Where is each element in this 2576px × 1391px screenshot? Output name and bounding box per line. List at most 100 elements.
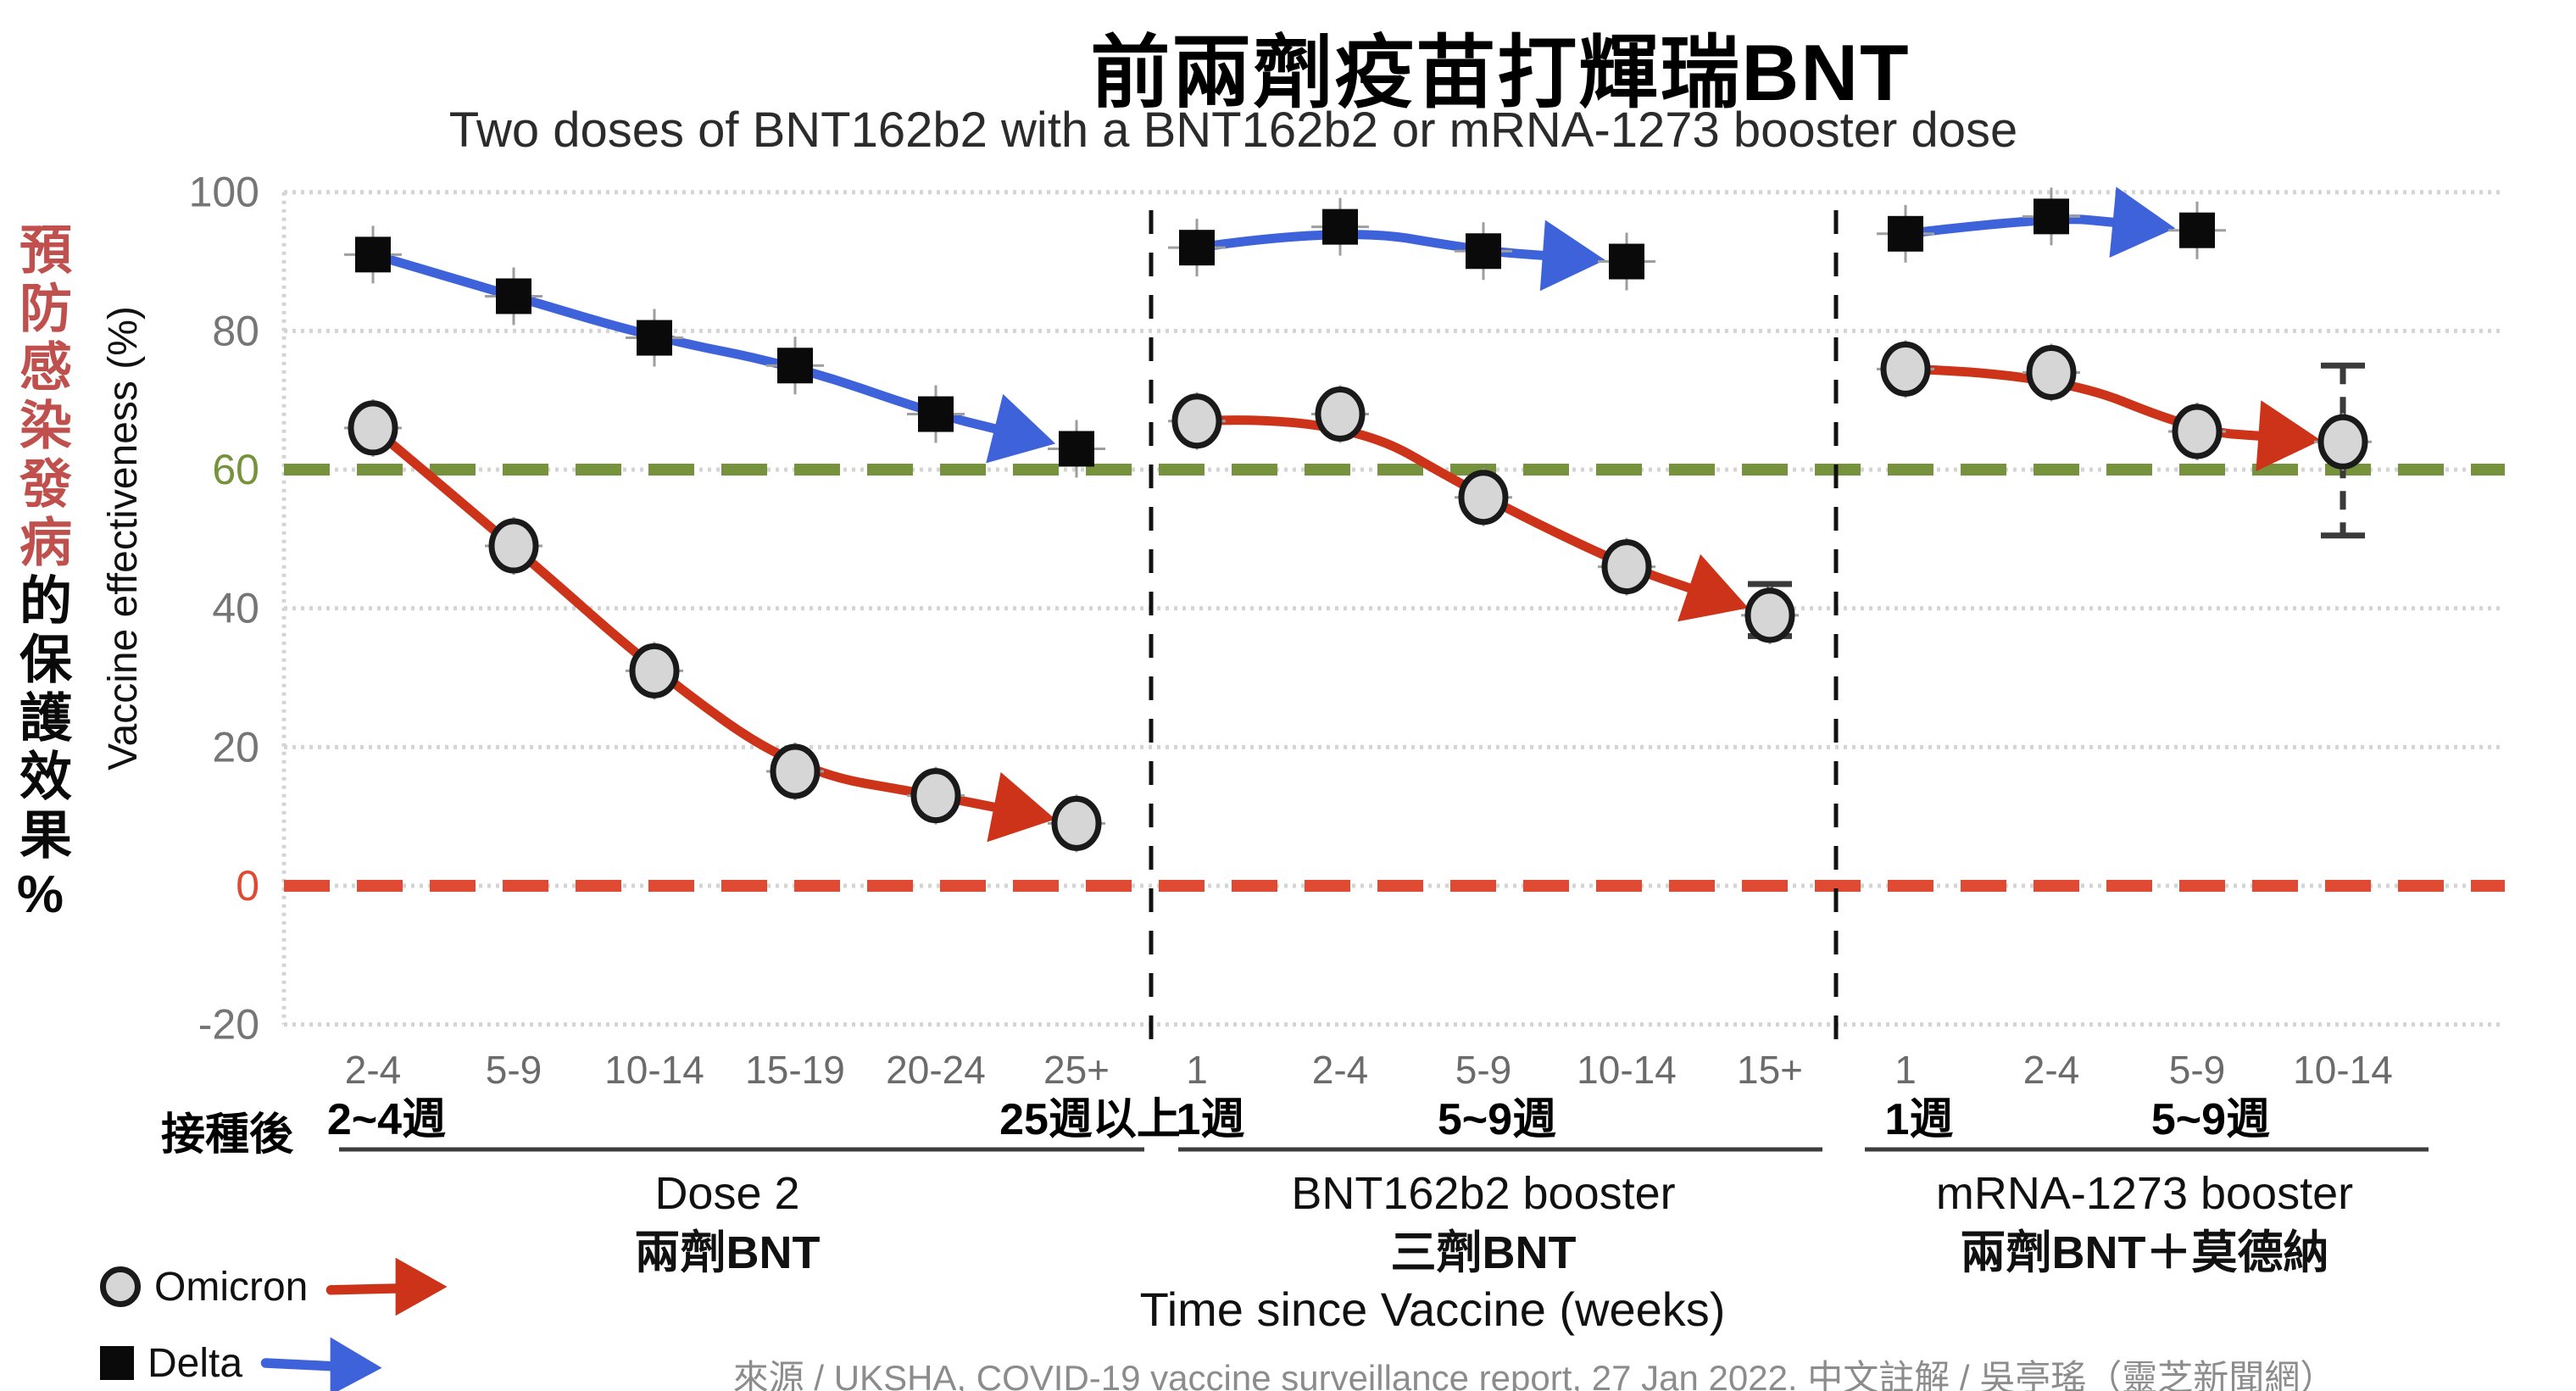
svg-text:0: 0 <box>236 862 259 910</box>
omicron-point <box>1315 387 1366 442</box>
reference-lines <box>284 464 2505 892</box>
svg-text:60: 60 <box>212 446 259 493</box>
omicron-point <box>1880 341 1931 397</box>
error-bar <box>2321 362 2365 539</box>
legend-item-omicron: Omicron <box>100 1253 457 1321</box>
omicron-point <box>1744 587 1795 643</box>
panel-bnt162b2-booster-delta-series <box>1168 198 1655 292</box>
delta-point <box>918 396 954 432</box>
delta-arrow-icon <box>1539 220 1605 292</box>
delta-point <box>1609 243 1644 280</box>
omicron-point <box>1051 795 1102 851</box>
svg-text:10-14: 10-14 <box>1577 1048 1677 1092</box>
chart-legend: Omicron Delta <box>100 1253 457 1391</box>
delta-point <box>2034 198 2069 235</box>
svg-text:100: 100 <box>189 169 259 216</box>
omicron-point <box>488 518 539 574</box>
panel-dose2-omicron-series <box>344 398 1105 853</box>
svg-text:25週以上: 25週以上 <box>999 1095 1181 1144</box>
omicron-point <box>348 400 398 456</box>
panel-bnt162b2-booster-omicron-series <box>1168 385 1799 644</box>
delta-point <box>1466 233 1501 270</box>
x-axis-title: Time since Vaccine (weeks) <box>1139 1283 1726 1336</box>
omicron-arrow-icon <box>1677 554 1749 622</box>
svg-text:mRNA-1273 booster: mRNA-1273 booster <box>1936 1168 2353 1219</box>
svg-text:BNT162b2 booster: BNT162b2 booster <box>1291 1168 1675 1219</box>
panel-dose2: 2-4 5-9 10-14 15-19 20-24 25+ 2~4週 25週以上 Dose 2 兩… <box>327 225 1181 1278</box>
y-axis-chinese-label: 預防感染發病的保護效果% <box>11 222 70 930</box>
omicron-arrow-icon <box>987 771 1056 843</box>
delta-point <box>355 236 391 273</box>
delta-point <box>1888 215 1923 252</box>
omicron-point <box>910 768 961 824</box>
svg-text:1: 1 <box>1186 1048 1208 1092</box>
svg-text:5-9: 5-9 <box>2169 1048 2225 1092</box>
panel-bnt162b2-booster: 1 2-4 5-9 10-14 15+ 1週 5~9週 BNT162b2 booster 三劑B… <box>1168 198 1822 1278</box>
delta-point <box>496 278 531 314</box>
delta-point <box>1059 431 1094 467</box>
panel-dose2-delta-series <box>344 225 1105 478</box>
delta-point <box>777 348 813 384</box>
panel-mrna1273-booster-delta-series <box>1877 186 2226 263</box>
svg-text:5-9: 5-9 <box>486 1048 542 1092</box>
svg-text:1週: 1週 <box>1885 1095 1954 1144</box>
delta-arrow-icon <box>2109 186 2176 259</box>
legend-label-omicron: Omicron <box>154 1264 309 1310</box>
omicron-point <box>2026 344 2077 400</box>
svg-text:20-24: 20-24 <box>886 1048 986 1092</box>
page-title: 前兩劑疫苗打輝瑞BNT <box>1090 28 1911 117</box>
svg-text:2-4: 2-4 <box>345 1048 401 1092</box>
legend-label-delta: Delta <box>147 1340 243 1386</box>
svg-text:三劑BNT: 三劑BNT <box>1391 1227 1577 1278</box>
omicron-point <box>629 643 680 698</box>
omicron-arrow-icon <box>2256 400 2322 472</box>
delta-point <box>2179 212 2215 248</box>
omicron-point <box>1171 393 1222 449</box>
delta-point <box>1179 230 1215 266</box>
delta-marker-icon <box>100 1346 134 1380</box>
svg-text:-20: -20 <box>198 1001 259 1049</box>
delta-point <box>1322 209 1358 245</box>
svg-text:15-19: 15-19 <box>745 1048 845 1092</box>
omicron-point <box>2172 403 2223 459</box>
svg-text:15+: 15+ <box>1737 1048 1803 1092</box>
panel-mrna1273-booster: 1 2-4 5-9 10-14 1週 5~9週 mRNA-1273 booster 兩劑BNT… <box>1865 186 2429 1278</box>
x-axis-lead-label: 接種後 <box>161 1110 294 1160</box>
svg-text:5~9週: 5~9週 <box>2151 1095 2270 1144</box>
legend-item-delta: Delta <box>100 1329 457 1391</box>
gridlines <box>284 190 2505 1027</box>
svg-text:10-14: 10-14 <box>604 1048 704 1092</box>
y-axis-tick-labels: 100 80 60 40 20 0 -20 <box>189 169 259 1049</box>
omicron-arrow-icon <box>326 1257 448 1316</box>
svg-text:2-4: 2-4 <box>1312 1048 1368 1092</box>
svg-text:5~9週: 5~9週 <box>1438 1095 1556 1144</box>
svg-text:1週: 1週 <box>1177 1095 1245 1144</box>
svg-text:5-9: 5-9 <box>1455 1048 1511 1092</box>
y-axis-chinese-label-black: 的保護效果% <box>11 573 70 930</box>
y-axis-chinese-label-red: 預防感染發病 <box>11 222 70 573</box>
omicron-point <box>2317 414 2368 470</box>
svg-text:1: 1 <box>1894 1048 1917 1092</box>
source-credit: 來源 / UKSHA, COVID-19 vaccine surveillanc… <box>732 1358 2336 1391</box>
svg-text:2~4週: 2~4週 <box>327 1095 446 1144</box>
svg-text:20: 20 <box>212 723 259 771</box>
delta-point <box>637 320 672 356</box>
svg-text:10-14: 10-14 <box>2293 1048 2393 1092</box>
omicron-marker-icon <box>100 1266 141 1307</box>
svg-text:兩劑BNT: 兩劑BNT <box>635 1227 821 1278</box>
delta-arrow-icon <box>986 393 1056 464</box>
omicron-point <box>770 743 821 799</box>
svg-text:Dose 2: Dose 2 <box>654 1168 799 1219</box>
svg-text:兩劑BNT＋莫德納: 兩劑BNT＋莫德納 <box>1961 1227 2329 1278</box>
svg-text:80: 80 <box>212 307 259 354</box>
svg-text:40: 40 <box>212 585 259 632</box>
omicron-point <box>1601 539 1652 595</box>
svg-text:2-4: 2-4 <box>2023 1048 2079 1092</box>
panel-mrna1273-booster-omicron-series <box>1877 340 2372 539</box>
svg-text:25+: 25+ <box>1043 1048 1110 1092</box>
omicron-point <box>1458 470 1509 526</box>
delta-arrow-icon <box>260 1337 382 1391</box>
chart-subtitle: Two doses of BNT162b2 with a BNT162b2 or… <box>448 103 2018 158</box>
